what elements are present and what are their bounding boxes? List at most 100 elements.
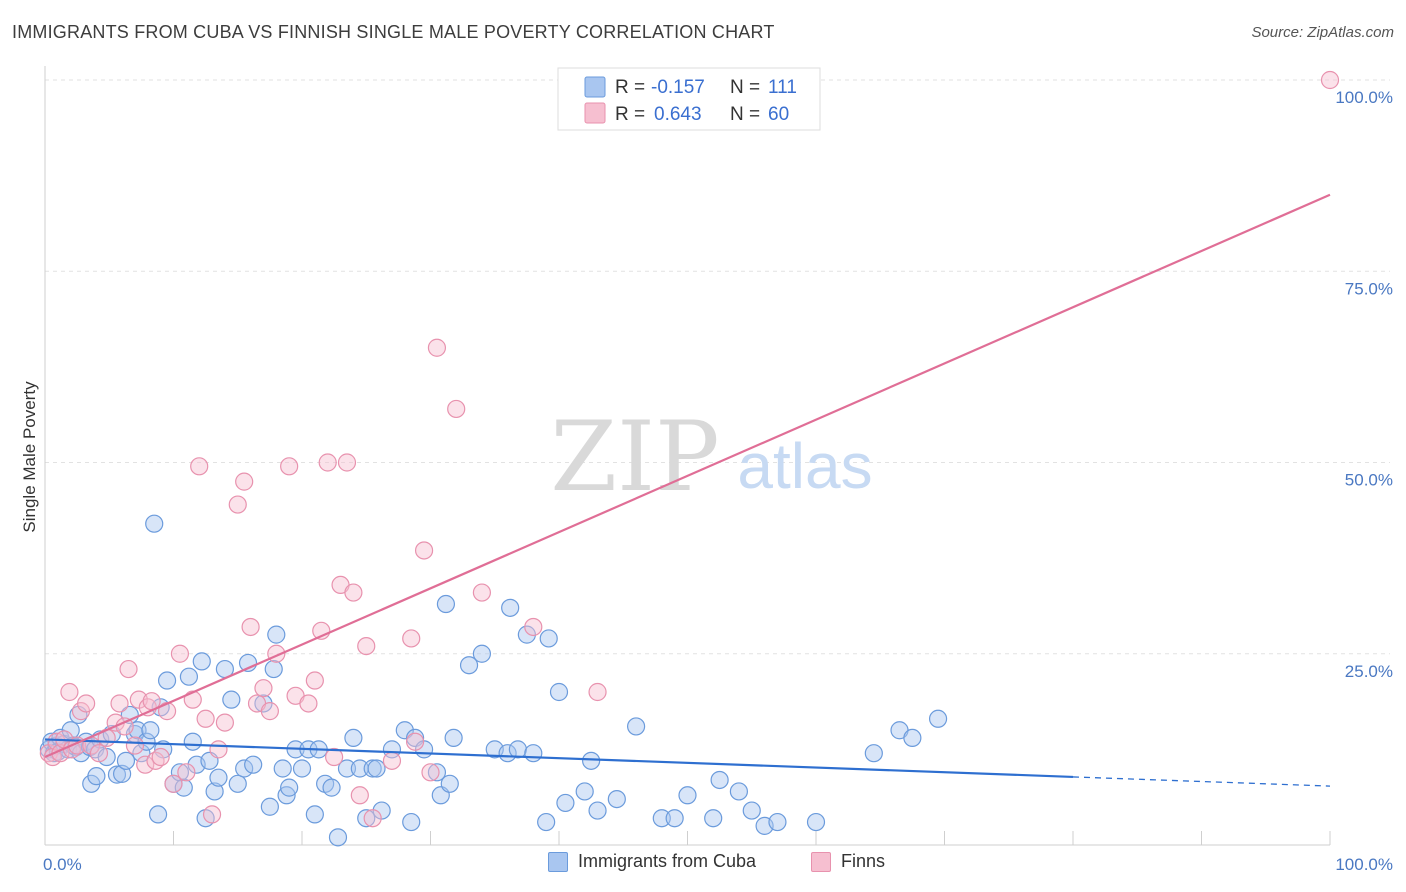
finns-point (183, 690, 202, 709)
cuba-point (344, 728, 363, 748)
grid-lines (45, 79, 1390, 655)
cuba-point (357, 809, 376, 828)
finns-point (350, 786, 369, 805)
cuba-point (607, 789, 626, 809)
finns-point (344, 583, 363, 602)
finns-point (110, 694, 129, 713)
cuba-point (903, 728, 922, 748)
finns-point (209, 740, 228, 759)
cuba-point (273, 759, 292, 778)
finns-point (260, 702, 279, 721)
cuba-point (864, 744, 883, 763)
axes (44, 66, 1331, 846)
legend-r-label-cuba: R = (615, 77, 645, 98)
finns-point (190, 457, 209, 476)
cuba-point (444, 728, 463, 748)
watermark-atlas: atlas (737, 430, 872, 502)
legend-r-label-finns: R = (615, 104, 645, 125)
y-axis-title: Single Male Poverty (20, 381, 39, 533)
cuba-point (588, 801, 607, 820)
legend-r-value-cuba: -0.157 (651, 77, 705, 98)
finns-point (524, 617, 543, 637)
finns-point (196, 709, 215, 728)
cuba-point (61, 721, 80, 740)
cuba-trend-extension (1072, 776, 1331, 787)
cuba-point (402, 812, 421, 832)
cuba-point (170, 763, 190, 782)
cuba-point (556, 793, 575, 813)
tick-labels: 25.0% 50.0% 75.0% 100.0% 0.0% 100.0% (43, 88, 1393, 874)
legend-item-cuba: Immigrants from Cuba (548, 851, 756, 872)
finns-point (119, 659, 138, 679)
cuba-point (264, 659, 283, 679)
cuba-point (235, 759, 254, 778)
finns-point (337, 453, 357, 472)
cuba-point (665, 809, 684, 828)
cuba-point (742, 801, 761, 820)
finns-point (77, 694, 96, 713)
series-legend: Immigrants from Cuba Finns (0, 851, 1406, 877)
finns-point (136, 755, 155, 774)
finns-point (235, 472, 254, 491)
cuba-point (145, 514, 164, 533)
finns-point (588, 682, 607, 702)
cuba-point (768, 812, 787, 832)
cuba-point (539, 629, 558, 648)
x-tick-label: 100.0% (1335, 855, 1393, 874)
series-finns-points (39, 70, 1340, 828)
cuba-point (582, 751, 601, 770)
cuba-point (524, 744, 543, 763)
cuba-point (244, 755, 263, 774)
stats-legend: R = -0.157 N = 111 R = 0.643 N = 60 (557, 67, 821, 131)
cuba-point (508, 740, 527, 759)
cuba-point (179, 667, 199, 686)
cuba-point (192, 652, 211, 671)
cuba-point (472, 644, 491, 663)
cuba-point (436, 594, 456, 614)
cuba-point (322, 778, 341, 797)
legend-n-label-finns: N = (730, 104, 760, 125)
finns-point (215, 713, 234, 732)
finns-point (254, 679, 273, 698)
source-label: Source: ZipAtlas.com (1251, 24, 1394, 41)
cuba-point (427, 763, 447, 782)
cuba-point (280, 778, 299, 797)
cuba-point (806, 812, 826, 832)
legend-swatch-finns-bottom (811, 851, 831, 872)
y-tick-label: 75.0% (1345, 279, 1393, 298)
finns-point (421, 763, 440, 782)
cuba-point (209, 768, 228, 787)
finns-point (170, 644, 190, 663)
finns-point (402, 629, 421, 648)
finns-point (1320, 70, 1340, 90)
cuba-point (174, 778, 193, 797)
finns-point (60, 682, 79, 702)
x-tick-label: 0.0% (43, 855, 82, 874)
y-tick-label: 50.0% (1345, 471, 1393, 490)
cuba-point (305, 805, 324, 824)
cuba-point (87, 767, 106, 786)
finns-point (447, 399, 466, 419)
cuba-point (222, 690, 241, 709)
cuba-point (395, 721, 414, 740)
legend-r-value-finns: 0.643 (654, 104, 702, 125)
finns-point (357, 636, 376, 656)
cuba-point (328, 828, 348, 847)
finns-point (241, 617, 260, 637)
watermark-zip: ZIP (550, 401, 719, 513)
legend-label-cuba: Immigrants from Cuba (578, 851, 757, 871)
y-tick-label: 25.0% (1345, 662, 1393, 681)
cuba-point (652, 809, 671, 828)
legend-swatch-cuba (584, 76, 606, 98)
finns-point (89, 744, 109, 763)
finns-point (151, 747, 170, 767)
cuba-point (704, 809, 723, 828)
cuba-point (537, 812, 556, 832)
finns-point (125, 736, 145, 755)
legend-swatch-cuba-bottom (548, 851, 568, 872)
finns-point (363, 809, 382, 828)
series-cuba-points (39, 514, 948, 847)
cuba-point (116, 751, 136, 770)
cuba-point (107, 765, 127, 784)
cuba-point (292, 759, 312, 778)
